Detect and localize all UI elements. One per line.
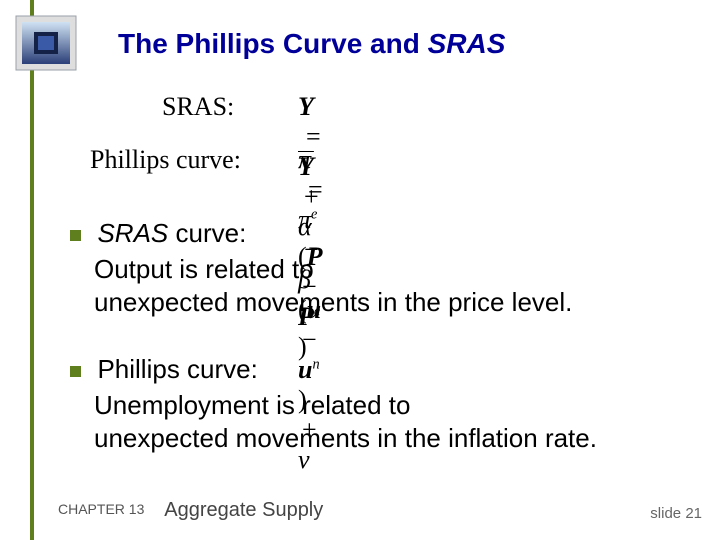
equation-phillips: Phillips curve: π = πe − β (u − un ) + ν — [90, 145, 241, 175]
sras-label: SRAS: — [162, 92, 234, 122]
bullet-square-icon — [70, 366, 81, 377]
equation-sras: SRAS: Y = Y + α (P − Pe ) — [90, 92, 234, 122]
bullet-head: Phillips curve: — [97, 354, 257, 384]
bullet-item: Phillips curve: Unemployment is related … — [70, 354, 670, 454]
title-pre: The Phillips Curve and — [118, 28, 428, 59]
bullet-body: Unemployment is related to unexpected mo… — [94, 389, 670, 454]
sidebar-accent-line — [30, 0, 34, 540]
chapter-label: CHAPTER 13 — [58, 501, 144, 517]
phillips-label: Phillips curve: — [90, 145, 241, 175]
title-italic: SRAS — [428, 28, 506, 59]
bullet-head: SRAS curve: — [97, 218, 246, 248]
bullet-square-icon — [70, 230, 81, 241]
slide-deco-icon — [14, 14, 78, 72]
bullet-item: SRAS curve: Output is related to unexpec… — [70, 218, 670, 318]
chapter-title: Aggregate Supply — [164, 499, 323, 521]
bullet-body: Output is related to unexpected movement… — [94, 253, 670, 318]
bullet-list: SRAS curve: Output is related to unexpec… — [70, 218, 670, 490]
slide-number: slide 21 — [650, 505, 702, 522]
slide-footer: CHAPTER 13 Aggregate Supply — [58, 499, 698, 522]
slide-title: The Phillips Curve and SRAS — [118, 28, 505, 60]
